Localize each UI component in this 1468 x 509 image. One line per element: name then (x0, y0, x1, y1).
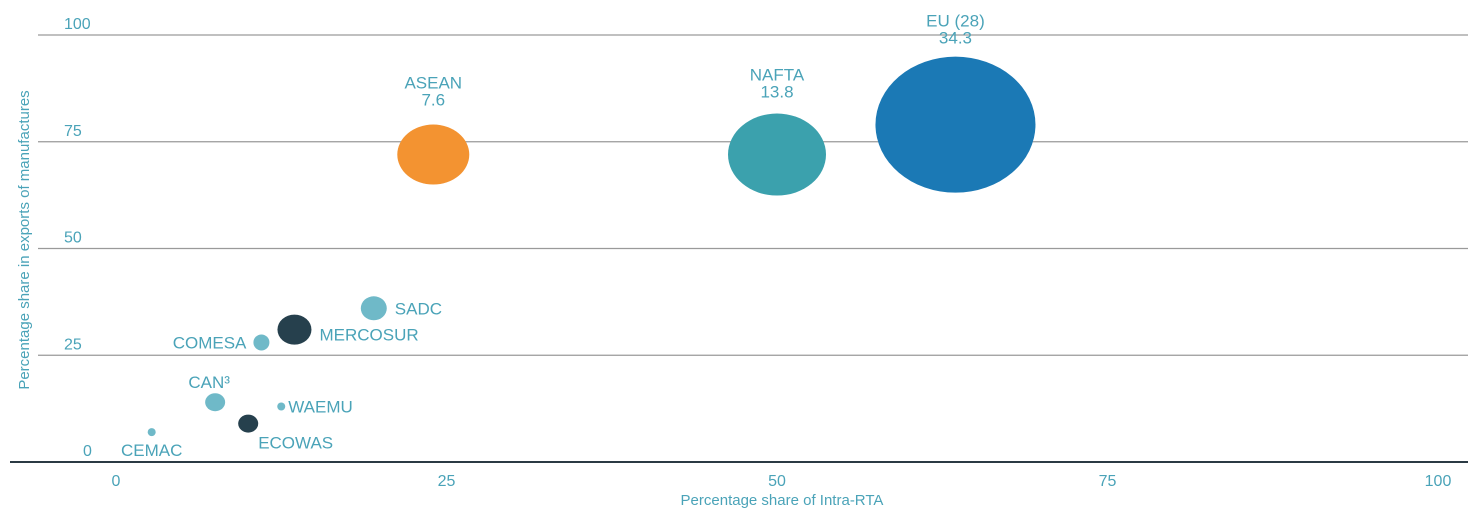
x-tick-label: 0 (112, 473, 121, 490)
bubble-4 (277, 314, 312, 345)
bubble-label: ASEAN (404, 74, 462, 93)
bubble-label: NAFTA (750, 66, 805, 85)
bubble-7 (277, 402, 286, 411)
y-tick-label: 0 (83, 443, 92, 460)
y-tick-label: 75 (64, 123, 82, 140)
x-tick-label: 75 (1099, 473, 1117, 490)
bubble-label: WAEMU (288, 397, 353, 416)
y-tick-label: 25 (64, 336, 82, 353)
y-axis-title: Percentage share in exports of manufactu… (16, 90, 33, 389)
bubble-3 (360, 296, 387, 321)
y-tick-label: 100 (64, 16, 91, 33)
bubble-size-label: 13.8 (760, 83, 793, 102)
bubble-label: EU (28) (926, 12, 985, 31)
bubbles (147, 56, 1036, 437)
bubble-0 (875, 56, 1036, 193)
bubble-2 (397, 124, 470, 185)
bubble-label: ECOWAS (258, 434, 333, 453)
x-axis-title: Percentage share of Intra-RTA (681, 492, 884, 509)
bubble-label: MERCOSUR (319, 326, 418, 345)
bubble-size-label: 7.6 (421, 91, 445, 110)
bubble-9 (147, 428, 156, 437)
y-tick-label: 50 (64, 230, 82, 247)
bubble-6 (205, 393, 226, 412)
bubble-8 (238, 414, 259, 433)
x-tick-label: 25 (438, 473, 456, 490)
bubble-label: CEMAC (121, 441, 182, 460)
x-tick-label: 50 (768, 473, 786, 490)
bubble-5 (253, 334, 270, 351)
bubble-1 (728, 113, 826, 196)
bubble-label: CAN³ (188, 373, 230, 392)
bubble-label: SADC (395, 299, 442, 318)
bubble-size-label: 34.3 (939, 29, 972, 48)
x-tick-label: 100 (1425, 473, 1452, 490)
bubble-label: COMESA (173, 333, 247, 352)
tick-labels: 0 25 50 75 100 0 25 50 75 100 (64, 16, 1451, 490)
